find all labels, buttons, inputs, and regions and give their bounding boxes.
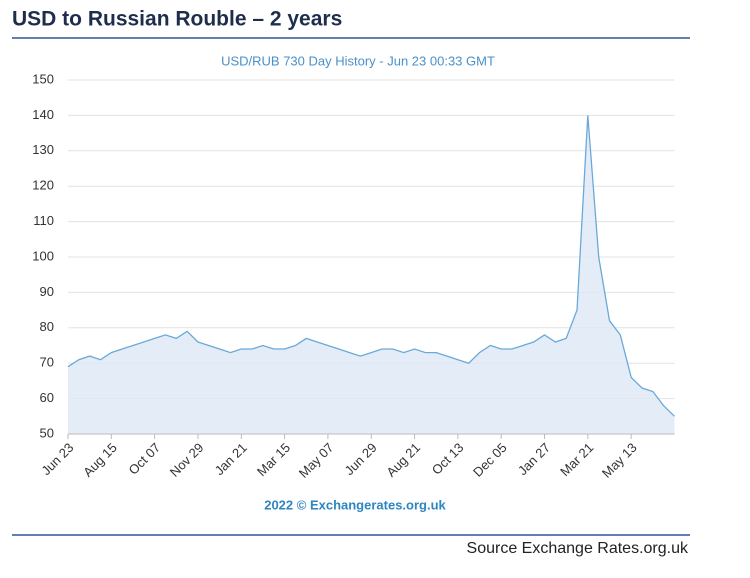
line (67, 115, 675, 417)
x-tick-label: Nov 29 (167, 440, 207, 480)
page-title: USD to Russian Rouble – 2 years (12, 8, 342, 31)
area-fill (68, 115, 675, 435)
x-tick-label: Aug 15 (80, 440, 120, 480)
x-tick-label: May 07 (296, 440, 337, 481)
y-tick-label: 80 (40, 319, 54, 334)
y-tick-label: 150 (32, 71, 54, 86)
x-tick-label: Mar 21 (557, 440, 596, 479)
chart-title: USD/RUB 730 Day History - Jun 23 00:33 G… (221, 53, 495, 68)
y-tick-label: 90 (40, 284, 54, 299)
x-tick-label: Jan 27 (515, 440, 553, 478)
y-tick-label: 100 (32, 248, 54, 263)
y-tick-label: 120 (32, 178, 54, 193)
x-tick-label: Mar 15 (254, 440, 293, 479)
y-tick-label: 110 (33, 213, 54, 228)
credit: 2022 © Exchangerates.org.uk (264, 497, 446, 512)
x-tick-label: Dec 05 (470, 440, 510, 480)
y-tick-label: 50 (40, 425, 54, 440)
x-tick-label: Oct 13 (429, 440, 467, 478)
y-tick-label: 70 (40, 355, 54, 370)
y-tick-label: 140 (32, 107, 54, 122)
source: Source Exchange Rates.org.uk (467, 540, 689, 557)
x-tick-label: Oct 07 (126, 440, 164, 478)
x-tick-label: Jun 23 (38, 440, 76, 478)
y-tick-label: 60 (40, 390, 54, 405)
y-tick-label: 130 (32, 142, 54, 157)
x-tick-label: Jun 29 (342, 440, 380, 478)
x-tick-label: Aug 21 (383, 440, 423, 480)
x-tick-label: Jan 21 (212, 440, 250, 478)
x-tick-label: May 13 (599, 440, 640, 481)
